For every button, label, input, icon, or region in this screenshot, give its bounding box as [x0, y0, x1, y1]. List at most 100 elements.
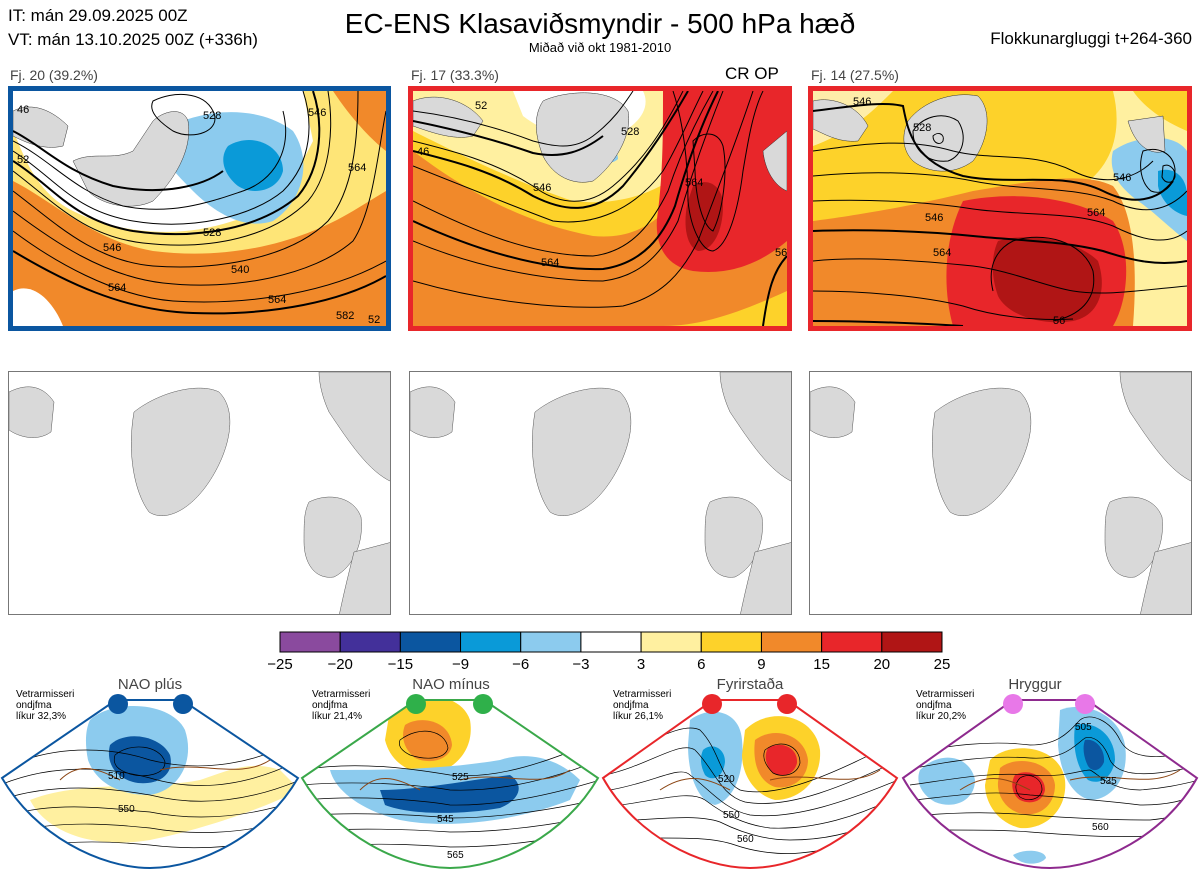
contour-label: 564 [685, 177, 703, 189]
colorbar-swatch [399, 631, 462, 653]
anomaly-fill [333, 91, 386, 151]
colorbar-tick-label: −25 [267, 656, 293, 673]
land-scandinavia [719, 372, 791, 482]
land-europe [339, 542, 390, 614]
colorbar-tick-label: 20 [873, 656, 891, 673]
anomaly-fill [1133, 91, 1187, 131]
contour-line-bold [813, 102, 1174, 201]
contour-line-bold [813, 320, 964, 326]
colorbar-tick-label: −6 [512, 656, 530, 673]
contour-label: 564 [348, 162, 366, 174]
land [413, 96, 484, 138]
cluster-map-3: 546 528 546 564 564 546 56 [808, 86, 1192, 331]
land [410, 386, 456, 438]
contour-line [692, 133, 726, 232]
land [13, 106, 69, 148]
colorbar-swatch [760, 631, 823, 653]
contour-label: 56 [775, 247, 787, 259]
anomaly-fill [992, 237, 1102, 323]
contour-label: 52 [475, 100, 487, 112]
regime-2-title: NAO mínus [412, 676, 490, 693]
panel-2-cr-op: CR OP [725, 64, 779, 83]
contour-line [13, 91, 332, 246]
regime-3-title: Fyrirstaða [716, 676, 784, 693]
regime-note-line: líkur 21,4% [312, 711, 363, 722]
contour-label: 564 [1087, 207, 1105, 219]
land-europe [740, 542, 791, 614]
contour-line [672, 91, 764, 252]
cluster-map-2: 46 52 528 546 564 564 56 [408, 86, 792, 331]
contour-line [413, 91, 754, 308]
colorbar-swatch [460, 631, 522, 653]
land-greenland [903, 94, 988, 172]
land [9, 386, 55, 438]
regime-note-line: Vetrarmisseri [916, 689, 975, 700]
colorbar-tick-label: −15 [387, 656, 414, 673]
header-run-info: IT: mán 29.09.2025 00Z VT: mán 13.10.202… [8, 4, 258, 52]
colorbar-swatch [580, 631, 642, 653]
contour-label: 546 [925, 212, 943, 224]
colorbar-tick-label: 6 [697, 656, 706, 673]
contour-label: 528 [621, 126, 639, 138]
blank-map-1-svg [9, 372, 390, 614]
blank-map-3 [809, 371, 1192, 615]
contour-label: 582 [336, 310, 354, 322]
contour-label: 546 [853, 96, 871, 108]
regime-note-line: ondjfma [613, 700, 649, 711]
blank-map-2-svg [410, 372, 791, 614]
contour-line [813, 258, 1187, 294]
regime-note-line: ondjfma [916, 700, 952, 711]
anomaly-fill [223, 140, 283, 191]
regime-note-line: Vetrarmisseri [16, 689, 75, 700]
cluster-map-1: 46 52 528 546 528 546 564 540 564 564 58… [8, 86, 391, 331]
land-british-isles [303, 496, 362, 578]
contour-label: 528 [913, 122, 931, 134]
contour-line [813, 290, 1074, 320]
contour-line-bold [813, 229, 1187, 264]
regime-1-note: Vetrarmisseri ondjfma líkur 32,3% [16, 689, 74, 722]
regime-4-title: Hryggur [1008, 676, 1062, 693]
contour-line [13, 91, 359, 268]
contour-line-bold [13, 130, 224, 192]
contour-label: 564 [268, 294, 286, 306]
contour-line-bold [13, 250, 386, 315]
contour-label: 46 [417, 146, 429, 158]
land [1127, 115, 1166, 153]
contour-line [13, 91, 310, 225]
contour-line [413, 91, 724, 282]
contour-line [813, 142, 1154, 181]
contour-line-bold [413, 91, 689, 209]
contour-line [13, 110, 287, 210]
contour-label: 528 [203, 227, 221, 239]
contour-label: 564 [541, 257, 559, 269]
regime-note-line: ondjfma [312, 700, 348, 711]
contour-label: 564 [933, 247, 951, 259]
contour-line [151, 93, 216, 136]
land-greenland [932, 387, 1032, 516]
contour-line-bold [413, 91, 719, 271]
valid-time: VT: mán 13.10.2025 00Z (+336h) [8, 30, 258, 49]
colorbar-swatch [821, 631, 883, 653]
contour-line [932, 133, 944, 144]
land [762, 130, 787, 192]
colorbar-swatch [640, 631, 702, 653]
land-greenland [131, 387, 231, 516]
regime-note-line: líkur 32,3% [16, 711, 67, 722]
cluster-map-1-svg: 46 52 528 546 528 546 564 540 564 564 58… [13, 91, 386, 326]
anomaly-fill [13, 181, 386, 326]
contour-line [990, 236, 1095, 322]
regime-4-note: Vetrarmisseri ondjfma líkur 20,2% [916, 689, 974, 722]
contour-label: 540 [231, 264, 249, 276]
colorbar-swatch [339, 631, 401, 653]
contour-label: 528 [203, 110, 221, 122]
regime-note-line: Vetrarmisseri [312, 689, 371, 700]
contour-label: 46 [17, 104, 29, 116]
land-europe [1140, 542, 1191, 614]
contour-label: 546 [308, 107, 326, 119]
land-greenland [536, 92, 630, 183]
contour-line-bold [413, 120, 604, 157]
classification-window: Flokkunargluggi t+264-360 [990, 29, 1192, 48]
colorbar-tick-label: 25 [933, 656, 951, 673]
regime-note-line: líkur 26,1% [613, 711, 664, 722]
contour-label: 52 [17, 154, 29, 166]
